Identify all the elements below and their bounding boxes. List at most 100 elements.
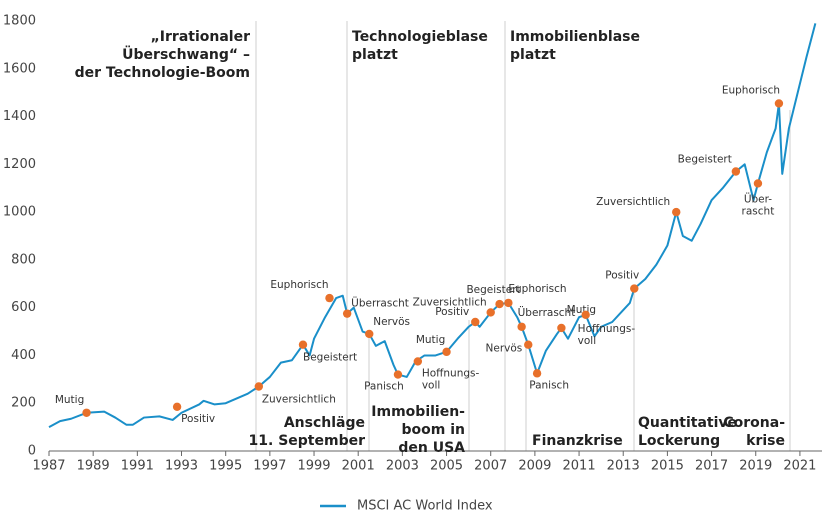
sentiment-label: Über- bbox=[744, 192, 772, 205]
event-label: Finanzkrise bbox=[532, 433, 623, 449]
event-label: Überschwang“ – bbox=[122, 45, 250, 63]
y-tick-label: 1200 bbox=[3, 157, 36, 172]
sentiment-point bbox=[731, 167, 741, 176]
x-tick-label: 1997 bbox=[253, 459, 286, 474]
x-tick-label: 1987 bbox=[32, 459, 65, 474]
y-tick-label: 1800 bbox=[3, 14, 36, 29]
sentiment-label: Panisch bbox=[529, 379, 569, 391]
data-line bbox=[48, 23, 817, 428]
event-label: Immobilien- bbox=[371, 404, 465, 420]
sentiment-point bbox=[365, 329, 374, 339]
sentiment-label: Mutig bbox=[416, 334, 445, 346]
sentiment-point bbox=[342, 309, 352, 318]
sentiment-label: Überrascht bbox=[351, 297, 409, 310]
legend-label: MSCI AC World Index bbox=[357, 499, 493, 514]
sentiment-point bbox=[486, 308, 495, 317]
sentiment-label: Hoffnungs- bbox=[422, 367, 480, 379]
sentiment-label: Euphorisch bbox=[508, 283, 566, 295]
sentiment-label: Begeistert bbox=[466, 284, 520, 296]
x-tick-label: 2003 bbox=[386, 459, 419, 474]
event-label: den USA bbox=[398, 440, 465, 456]
sentiment-label: Mutig bbox=[55, 394, 84, 406]
sentiment-label: Nervös bbox=[486, 343, 523, 355]
x-tick-label: 2007 bbox=[474, 459, 507, 474]
sentiment-point bbox=[82, 408, 91, 417]
y-tick-label: 400 bbox=[11, 348, 36, 363]
sentiment-label: rascht bbox=[742, 205, 775, 217]
event-lines bbox=[255, 21, 791, 451]
sentiment-point bbox=[672, 207, 681, 217]
sentiment-label: voll bbox=[422, 379, 440, 391]
event-label: Corona- bbox=[723, 415, 785, 431]
event-label: platzt bbox=[510, 47, 556, 63]
x-tick-label: 2015 bbox=[651, 459, 684, 474]
x-tick-label: 2017 bbox=[695, 459, 728, 474]
sentiment-label: Panisch bbox=[364, 381, 404, 393]
x-tick-label: 2009 bbox=[518, 459, 551, 474]
event-label: „Irrationaler bbox=[151, 29, 250, 45]
sentiment-label: Positiv bbox=[605, 270, 639, 282]
x-tick-label: 2005 bbox=[430, 459, 463, 474]
y-tick-label: 1400 bbox=[3, 109, 36, 124]
x-tick-label: 1995 bbox=[209, 459, 242, 474]
x-tick-label: 2013 bbox=[607, 459, 640, 474]
x-tick-label: 2019 bbox=[739, 459, 772, 474]
sentiment-point bbox=[557, 323, 566, 333]
sentiment-label: Zuversichtlich bbox=[596, 196, 670, 208]
sentiment-label: Positiv bbox=[435, 306, 469, 318]
sentiment-point bbox=[393, 370, 403, 379]
x-tick-label: 2011 bbox=[563, 459, 596, 474]
y-tick-label: 0 bbox=[28, 444, 36, 459]
event-label: boom in bbox=[402, 422, 466, 438]
event-label: Immobilienblase bbox=[510, 29, 640, 45]
sentiment-point bbox=[325, 293, 334, 303]
x-tick-label: 2021 bbox=[783, 459, 816, 474]
event-label: krise bbox=[746, 433, 785, 449]
sentiment-label: Nervös bbox=[373, 316, 410, 328]
sentiment-point bbox=[517, 322, 526, 331]
sentiment-label: Euphorisch bbox=[270, 279, 328, 291]
sentiment-point bbox=[172, 402, 182, 412]
y-tick-label: 600 bbox=[11, 300, 36, 315]
sentiment-label: Hoffnungs- bbox=[578, 323, 636, 335]
event-label: 11. September bbox=[249, 433, 366, 449]
sentiment-point bbox=[532, 369, 542, 378]
sentiment-point bbox=[504, 298, 513, 308]
x-tick-label: 2001 bbox=[342, 459, 375, 474]
event-label: Lockerung bbox=[638, 433, 720, 449]
sentiment-label: Mutig bbox=[567, 304, 596, 316]
sentiment-point bbox=[774, 99, 784, 108]
x-tick-label: 1993 bbox=[165, 459, 198, 474]
sentiment-label: Zuversichtlich bbox=[262, 394, 336, 406]
sentiment-point bbox=[254, 382, 264, 391]
sentiment-point bbox=[581, 310, 590, 320]
event-label: der Technologie-Boom bbox=[75, 65, 250, 81]
y-tick-label: 800 bbox=[11, 252, 36, 267]
sentiment-label: Begeistert bbox=[678, 154, 732, 166]
y-tick-label: 1000 bbox=[3, 205, 36, 220]
sentiment-label: Positiv bbox=[181, 413, 215, 425]
sentiment-label: Euphorisch bbox=[722, 84, 780, 96]
x-tick-label: 1989 bbox=[77, 459, 110, 474]
sentiment-point bbox=[524, 340, 533, 349]
sentiment-point bbox=[442, 347, 451, 357]
event-label: platzt bbox=[352, 47, 398, 63]
sentiment-label: Begeistert bbox=[303, 352, 357, 364]
sentiment-point bbox=[753, 179, 763, 188]
event-label: Quantitative bbox=[638, 415, 737, 431]
event-label: Anschläge bbox=[284, 415, 365, 431]
sentiment-point bbox=[471, 317, 480, 327]
sentiment-point bbox=[495, 299, 504, 309]
sentiment-point bbox=[630, 284, 639, 293]
event-label: Technologieblase bbox=[352, 29, 488, 45]
sentiment-label: voll bbox=[578, 335, 596, 347]
x-tick-label: 1999 bbox=[297, 459, 330, 474]
sentiment-point bbox=[413, 357, 423, 366]
x-tick-label: 1991 bbox=[121, 459, 154, 474]
sentiment-label: Zuversichtlich bbox=[413, 296, 487, 308]
y-tick-label: 200 bbox=[11, 396, 36, 411]
sentiment-point bbox=[298, 340, 308, 349]
sentiment-label: Überrascht bbox=[518, 306, 576, 319]
y-tick-label: 1600 bbox=[3, 61, 36, 76]
